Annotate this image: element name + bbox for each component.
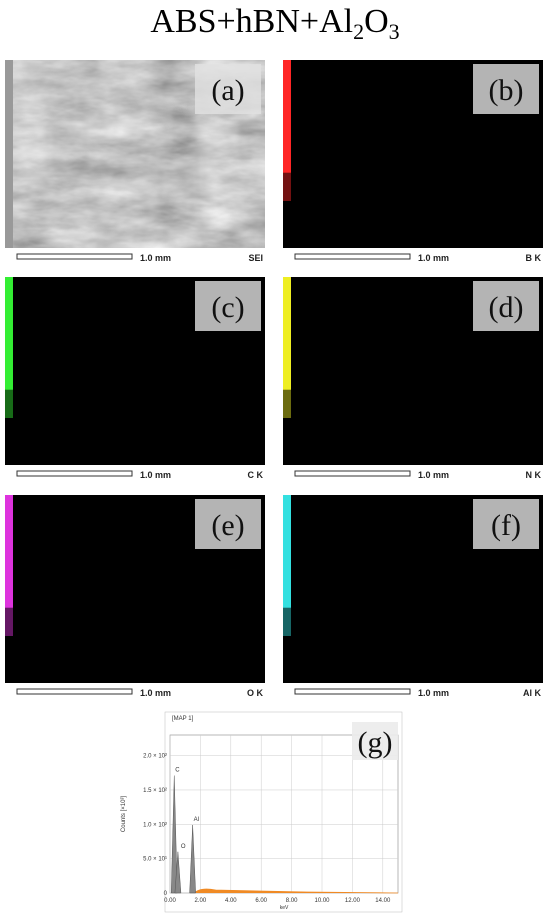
label-box bbox=[195, 281, 261, 331]
color-bar bbox=[283, 495, 291, 608]
x-tick-label: 12.00 bbox=[345, 898, 361, 904]
x-tick-label: 2.00 bbox=[195, 898, 207, 904]
signal-label: SEI bbox=[248, 253, 263, 263]
label-box bbox=[473, 499, 539, 549]
color-bar bbox=[283, 60, 291, 173]
panel-label: (d) bbox=[489, 291, 524, 324]
title-sub: 3 bbox=[389, 19, 400, 44]
x-tick-label: 6.00 bbox=[255, 898, 267, 904]
scale-bar bbox=[16, 253, 133, 260]
peak bbox=[189, 824, 196, 894]
title-text: ABS+hBN+Al bbox=[150, 3, 353, 40]
color-bar-dark bbox=[283, 172, 291, 201]
scale-text: 1.0 mm bbox=[418, 688, 449, 698]
scale-text: 1.0 mm bbox=[140, 470, 171, 480]
label-box bbox=[352, 722, 398, 760]
scale-text: 1.0 mm bbox=[418, 253, 449, 263]
label-box bbox=[195, 64, 261, 114]
panel-label: (f) bbox=[491, 509, 521, 542]
signal-label: B K bbox=[526, 253, 542, 263]
map-panel: (c) 1.0 mm C K bbox=[5, 277, 265, 480]
map-panel: (e) 1.0 mm O K bbox=[5, 495, 265, 698]
scale-bar bbox=[294, 688, 411, 695]
color-bar bbox=[5, 495, 13, 608]
y-tick-label: 0 bbox=[164, 891, 168, 897]
title-text: O bbox=[364, 3, 389, 40]
signal-label: N K bbox=[526, 470, 542, 480]
x-tick-label: 4.00 bbox=[225, 898, 237, 904]
scale-bar bbox=[294, 253, 411, 260]
color-bar-dark bbox=[283, 607, 291, 636]
color-bar bbox=[5, 277, 13, 390]
map-panel: (b) 1.0 mm B K bbox=[283, 60, 543, 263]
y-tick-label: 5.0 × 10¹ bbox=[143, 857, 167, 863]
map-panel: (d) 1.0 mm N K bbox=[283, 277, 543, 480]
scale-text: 1.0 mm bbox=[140, 253, 171, 263]
background-continuum bbox=[194, 888, 399, 894]
color-bar bbox=[283, 277, 291, 390]
gray-bar bbox=[5, 60, 13, 248]
y-tick-label: 2.0 × 10² bbox=[143, 754, 167, 760]
x-tick-label: 14.00 bbox=[375, 898, 391, 904]
color-bar-dark bbox=[5, 607, 13, 636]
label-box bbox=[473, 64, 539, 114]
signal-label: Al K bbox=[523, 688, 542, 698]
y-tick-label: 1.0 × 10² bbox=[143, 822, 167, 828]
figure-title: ABS+hBN+Al2O3 bbox=[150, 3, 399, 44]
map-panel: (a) 1.0 mm SEI bbox=[5, 60, 265, 263]
x-tick-label: 0.00 bbox=[164, 898, 176, 904]
signal-label: C K bbox=[248, 470, 264, 480]
y-axis-label: Counts [×10³] bbox=[121, 796, 127, 833]
peak bbox=[174, 851, 182, 894]
panel-label: (e) bbox=[211, 509, 244, 542]
title-sub: 2 bbox=[353, 19, 364, 44]
peak-label: O bbox=[181, 844, 186, 850]
peak-label: Al bbox=[194, 817, 199, 823]
scale-bar bbox=[294, 470, 411, 477]
scale-text: 1.0 mm bbox=[418, 470, 449, 480]
x-axis-label: keV bbox=[280, 905, 289, 911]
panel-label: (c) bbox=[211, 291, 244, 324]
scale-text: 1.0 mm bbox=[140, 688, 171, 698]
panel-label: (g) bbox=[358, 726, 393, 759]
peak-label: C bbox=[175, 768, 180, 774]
color-bar-dark bbox=[5, 389, 13, 418]
color-bar-dark bbox=[283, 389, 291, 418]
panel-label: (a) bbox=[211, 74, 244, 107]
spectrum-title: [MAP 1] bbox=[172, 716, 194, 722]
x-tick-label: 10.00 bbox=[314, 898, 330, 904]
panel-label: (b) bbox=[489, 74, 524, 107]
map-panel: (f) 1.0 mm Al K bbox=[283, 495, 543, 698]
signal-label: O K bbox=[247, 688, 264, 698]
y-tick-label: 1.5 × 10² bbox=[143, 788, 167, 794]
peak bbox=[170, 775, 178, 894]
scale-bar bbox=[16, 688, 133, 695]
label-box bbox=[473, 281, 539, 331]
label-box bbox=[195, 499, 261, 549]
x-tick-label: 8.00 bbox=[286, 898, 298, 904]
scale-bar bbox=[16, 470, 133, 477]
